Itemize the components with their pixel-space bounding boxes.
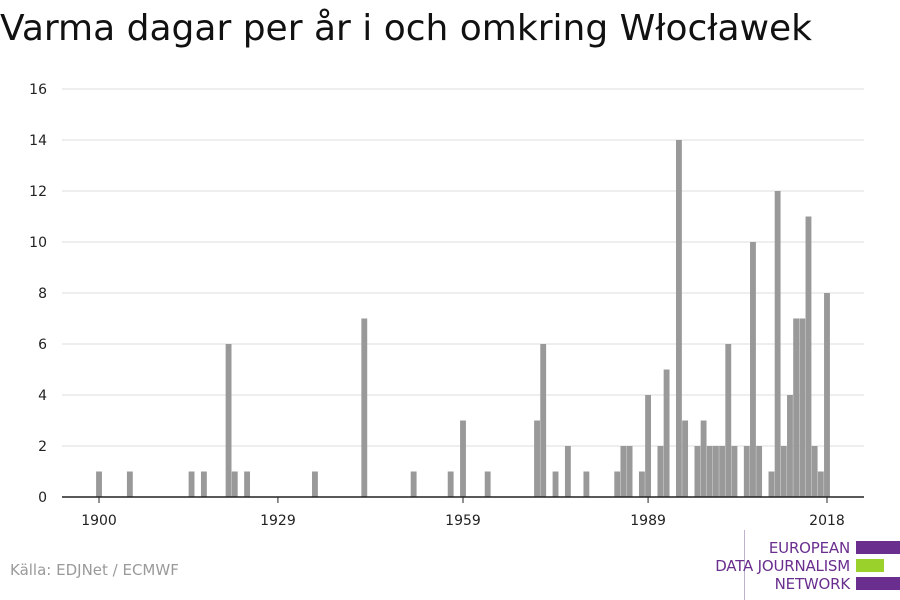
- bar: [410, 471, 417, 497]
- y-tick-label: 12: [29, 184, 47, 200]
- bar: [706, 446, 713, 497]
- bar: [534, 420, 540, 497]
- bar: [484, 471, 491, 497]
- x-tick-label: 2018: [809, 513, 845, 529]
- y-tick-label: 16: [29, 82, 47, 98]
- y-tick-label: 14: [29, 133, 47, 149]
- x-tick-label: 1929: [260, 513, 296, 529]
- y-tick-label: 8: [38, 286, 47, 302]
- bar: [750, 242, 756, 497]
- bar: [460, 420, 466, 497]
- bar: [614, 471, 621, 497]
- x-tick-labels: 1900 1929 1959 1989 2018: [81, 497, 845, 529]
- chart-title: Varma dagar per år i och omkring Włocław…: [0, 8, 813, 49]
- bar: [244, 471, 251, 497]
- bar: [657, 446, 664, 497]
- bar: [663, 369, 670, 497]
- x-tick-label: 1989: [630, 513, 666, 529]
- bar: [200, 471, 207, 497]
- bar: [694, 446, 701, 497]
- bar: [583, 471, 590, 497]
- bar: [675, 140, 682, 497]
- bar: [793, 318, 800, 497]
- bar: [713, 446, 719, 497]
- logo-line-data-journalism: DATA JOURNALISM: [715, 557, 850, 575]
- x-tick-label: 1900: [81, 513, 117, 529]
- bar: [564, 446, 571, 497]
- bar: [682, 420, 689, 497]
- x-tick-label: 1959: [445, 513, 481, 529]
- bar: [126, 471, 133, 497]
- bar: [780, 446, 787, 497]
- y-tick-label: 6: [38, 337, 47, 353]
- bar: [787, 395, 793, 497]
- bar: [638, 471, 645, 497]
- bar: [225, 344, 232, 497]
- bar: [817, 471, 824, 497]
- bar: [805, 216, 812, 497]
- bar: [540, 344, 547, 497]
- bar: [312, 471, 318, 497]
- y-tick-label: 4: [38, 388, 47, 404]
- bar: [731, 446, 738, 497]
- logo-bar-purple-top: [856, 541, 900, 554]
- bars: [96, 140, 830, 497]
- bar: [231, 471, 238, 497]
- bar: [725, 344, 732, 497]
- bar: [700, 420, 707, 497]
- bar: [188, 471, 195, 497]
- bar: [768, 471, 775, 497]
- y-tick-labels: 0 2 4 6 8 10 12 14 16: [29, 82, 47, 506]
- logo-bar-purple-bottom: [856, 577, 900, 590]
- bar: [645, 395, 652, 497]
- bar: [756, 446, 763, 497]
- bar: [811, 446, 818, 497]
- y-tick-label: 2: [38, 439, 47, 455]
- bar: [447, 471, 454, 497]
- source-note: Källa: EDJNet / ECMWF: [10, 561, 179, 579]
- bar: [824, 293, 830, 497]
- gridlines: [62, 88, 864, 447]
- edjnet-logo: EUROPEAN DATA JOURNALISM NETWORK: [700, 530, 900, 600]
- logo-bar-green: [856, 559, 884, 572]
- bar: [774, 191, 781, 497]
- logo-divider: [744, 530, 745, 600]
- bar: [361, 318, 368, 497]
- y-tick-label: 0: [38, 490, 47, 506]
- logo-line-network: NETWORK: [774, 575, 851, 593]
- bar: [626, 446, 633, 497]
- bar: [799, 318, 806, 497]
- bar: [552, 471, 559, 497]
- logo-line-european: EUROPEAN: [768, 539, 850, 557]
- y-tick-label: 10: [29, 235, 47, 251]
- bar: [96, 471, 102, 497]
- bar: [743, 446, 750, 497]
- bar: [620, 446, 627, 497]
- bar: [719, 446, 726, 497]
